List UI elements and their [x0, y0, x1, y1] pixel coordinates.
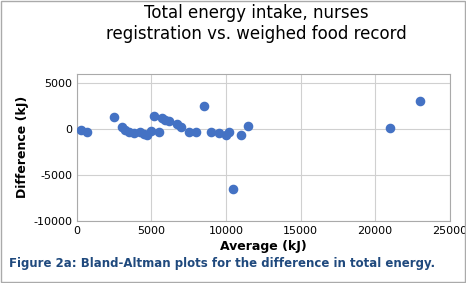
Point: [148, 128, 155, 133]
Point: [78, 127, 85, 132]
Point: [225, 130, 233, 135]
Point: [386, 126, 394, 130]
Point: [178, 125, 185, 129]
Point: [136, 129, 143, 134]
Point: [140, 132, 148, 137]
Text: Figure 2a: Bland-Altman plots for the difference in total energy.: Figure 2a: Bland-Altman plots for the di…: [9, 257, 435, 270]
Point: [155, 129, 163, 134]
Point: [151, 114, 158, 118]
Point: [158, 115, 165, 120]
Point: [192, 129, 200, 134]
Point: [230, 186, 237, 191]
X-axis label: Average (kJ): Average (kJ): [220, 240, 307, 253]
Point: [83, 129, 91, 134]
Point: [161, 117, 169, 122]
Point: [200, 104, 207, 108]
Point: [237, 133, 245, 138]
Point: [207, 130, 215, 135]
Point: [130, 131, 137, 136]
Point: [185, 129, 192, 134]
Point: [173, 122, 180, 127]
Point: [416, 99, 424, 104]
Point: [245, 124, 252, 128]
Point: [125, 130, 133, 135]
Point: [215, 131, 222, 136]
Y-axis label: Difference (kJ): Difference (kJ): [16, 96, 29, 198]
Point: [222, 133, 230, 138]
Point: [121, 127, 128, 132]
Point: [118, 125, 125, 129]
Text: Total energy intake, nurses
registration vs. weighed food record: Total energy intake, nurses registration…: [106, 4, 407, 43]
Point: [143, 133, 151, 138]
Point: [110, 115, 118, 119]
Point: [165, 119, 173, 124]
